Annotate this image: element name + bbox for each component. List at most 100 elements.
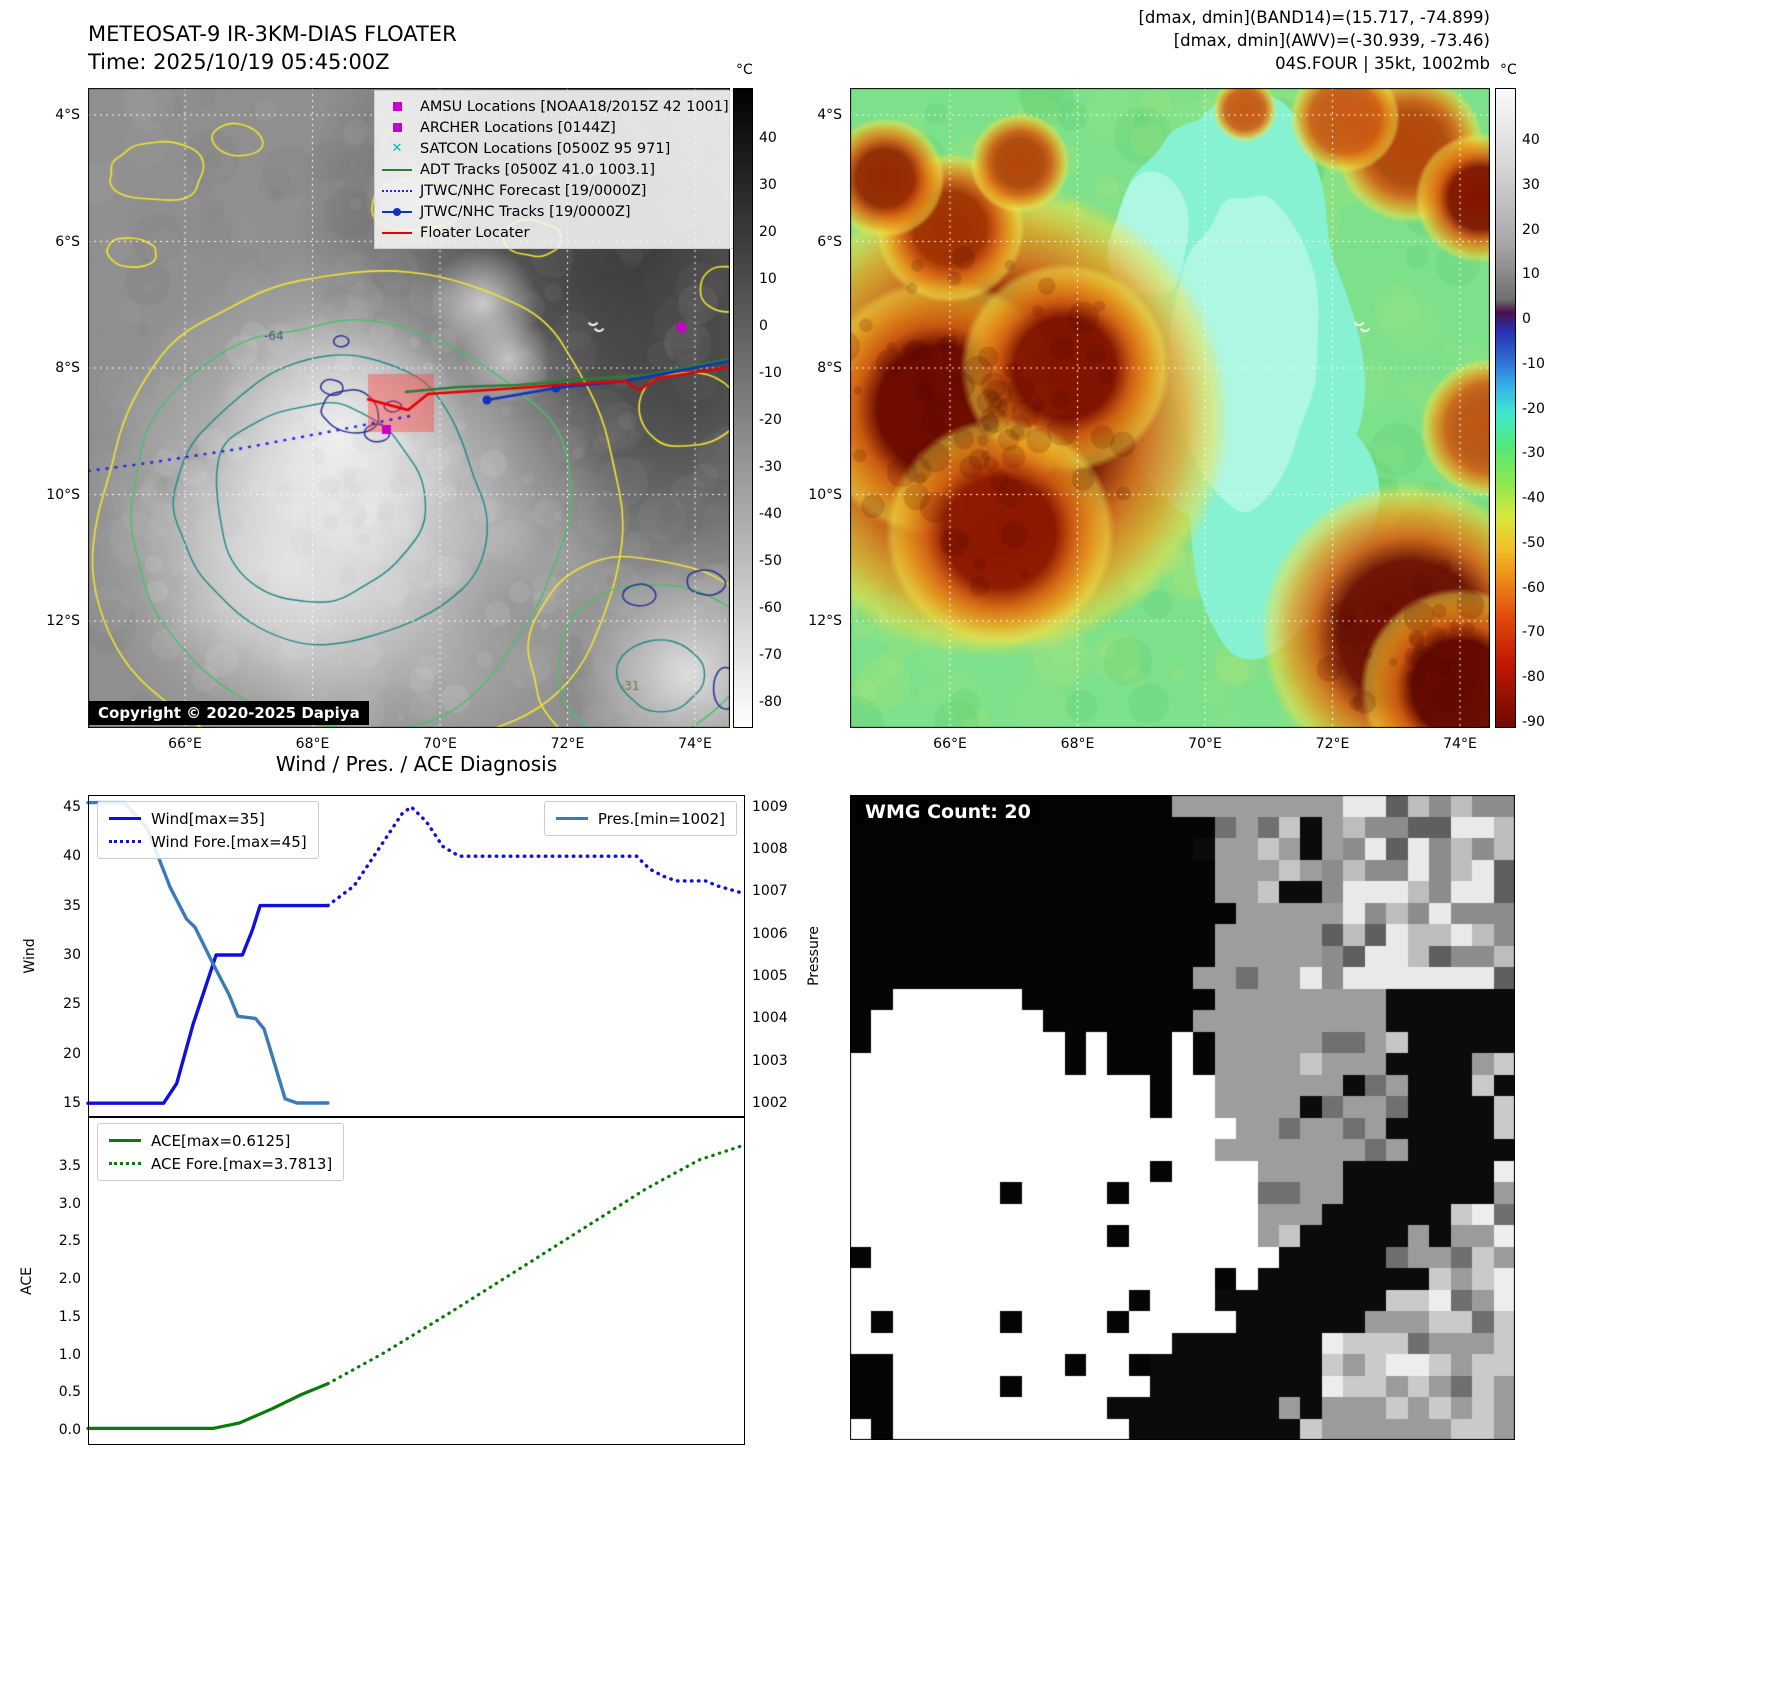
chart-frame xyxy=(88,795,745,1117)
y-axis-tick-label: 3.0 xyxy=(58,1195,81,1212)
y-axis-tick-label: 0.5 xyxy=(58,1384,81,1401)
y2-axis-tick-label: 1005 xyxy=(752,968,788,985)
legend-label: AMSU Locations [NOAA18/2015Z 42 1001] xyxy=(420,98,729,115)
lat-tick-label: 4°S xyxy=(55,107,80,123)
legend-item: Floater Locater xyxy=(382,222,729,243)
square-marker-icon xyxy=(392,123,402,132)
colorbar-tick-label: -50 xyxy=(759,553,782,569)
legend-line-marker-icon xyxy=(382,207,412,216)
legend-label: Pres.[min=1002] xyxy=(597,809,725,828)
colorbar-tick-label: -30 xyxy=(1522,445,1545,462)
legend-item: ✕ SATCON Locations [0500Z 95 971] xyxy=(382,138,729,159)
lat-tick-label: 6°S xyxy=(817,233,842,250)
lon-tick-label: 66°E xyxy=(168,736,202,752)
colorbar-tick-label: -20 xyxy=(759,412,782,428)
y-axis-tick-label: 40 xyxy=(63,848,81,865)
y-axis-tick-label: 15 xyxy=(63,1095,81,1112)
y-axis-tick-label: 1.5 xyxy=(58,1308,81,1325)
colorbar-tick-label: -10 xyxy=(759,365,782,381)
legend-item: ADT Tracks [0500Z 41.0 1003.1] xyxy=(382,159,729,180)
chart-frame xyxy=(88,1117,745,1445)
wmg-count-label: WMG Count: 20 xyxy=(856,799,1040,825)
y2-axis-tick-label: 1006 xyxy=(752,925,788,942)
y2-axis-tick-label: 1009 xyxy=(752,798,788,815)
map-legend: AMSU Locations [NOAA18/2015Z 42 1001] ARC… xyxy=(374,90,740,249)
ace-axis-label: ACE xyxy=(19,1267,35,1295)
chart-legend: ACE[max=0.6125] ACE Fore.[max=3.7813] xyxy=(97,1123,345,1181)
series-ACE Fore.[max=3.7813] xyxy=(326,1143,747,1386)
legend-label: ADT Tracks [0500Z 41.0 1003.1] xyxy=(420,161,656,178)
colorbar-tick-label: -50 xyxy=(1522,534,1545,551)
colorbar-unit-left: °C xyxy=(736,62,753,78)
lat-tick-label: 4°S xyxy=(817,107,842,123)
colorbar-tick-label: -40 xyxy=(1522,490,1545,507)
legend-label: JTWC/NHC Tracks [19/0000Z] xyxy=(420,203,631,220)
lon-tick-label: 66°E xyxy=(933,736,967,752)
lat-tick-label: 10°S xyxy=(808,486,842,503)
lon-tick-label: 74°E xyxy=(1443,736,1477,752)
legend-item: Wind[max=35] xyxy=(109,807,307,830)
colorbar-tick-label: -60 xyxy=(759,600,782,616)
y2-axis-tick-label: 1007 xyxy=(752,883,788,900)
lat-tick-label: 12°S xyxy=(808,613,842,629)
lon-tick-label: 74°E xyxy=(678,736,712,752)
line-sample-icon xyxy=(382,168,412,171)
lon-tick-label: 70°E xyxy=(423,736,457,752)
legend-label: ARCHER Locations [0144Z] xyxy=(420,119,616,136)
wmg-pixel-image xyxy=(850,795,1515,1440)
y-axis-tick-label: 1.0 xyxy=(58,1346,81,1363)
legend-line-icon xyxy=(382,231,412,234)
colorbar-tick-label: -10 xyxy=(1522,355,1545,372)
colorbar-tick-label: -30 xyxy=(759,459,782,475)
ace-chart xyxy=(86,1117,747,1445)
colorbar-tick-label: -80 xyxy=(1522,669,1545,686)
colorbar-tick-label: -40 xyxy=(759,506,782,522)
colorbar-tick-label: 30 xyxy=(1522,176,1540,193)
ir-color-map-image xyxy=(850,88,1490,728)
dmax-dmin-band14-text: [dmax, dmin](BAND14)=(15.717, -74.899) xyxy=(1138,8,1490,27)
legend-x-icon: ✕ xyxy=(391,141,403,156)
legend-line-sample-icon xyxy=(109,1162,141,1165)
y-axis-tick-label: 35 xyxy=(63,897,81,914)
lon-tick-label: 68°E xyxy=(1060,736,1095,752)
lon-tick-label: 68°E xyxy=(295,736,330,752)
lat-tick-label: 8°S xyxy=(55,360,80,376)
y-axis-tick-label: 30 xyxy=(63,947,81,963)
colorbar-tick-label: -60 xyxy=(1522,579,1545,596)
colorbar-tick-label: -70 xyxy=(1522,624,1545,641)
legend-line-icon xyxy=(382,168,412,171)
colorbar-tick-label: 30 xyxy=(759,177,777,193)
pressure-axis-label: Pressure xyxy=(806,926,822,986)
legend-item: ACE Fore.[max=3.7813] xyxy=(109,1152,332,1175)
colorbar-tick-label: 20 xyxy=(1522,221,1540,238)
copyright-badge: Copyright © 2020-2025 Dapiya xyxy=(89,701,369,725)
colorbar-tick-label: 10 xyxy=(1522,266,1540,283)
legend-label: ACE Fore.[max=3.7813] xyxy=(151,1154,333,1173)
dmax-dmin-awv-text: [dmax, dmin](AWV)=(-30.939, -73.46) xyxy=(1173,31,1490,50)
y-axis-tick-label: 3.5 xyxy=(58,1158,81,1174)
colorbar-tick-label: 40 xyxy=(1522,132,1540,148)
lat-tick-label: 12°S xyxy=(46,613,80,629)
right-panel-header: [dmax, dmin](BAND14)=(15.717, -74.899) [… xyxy=(1138,6,1490,75)
legend-item: JTWC/NHC Tracks [19/0000Z] xyxy=(382,201,729,222)
y-axis-tick-label: 2.0 xyxy=(58,1271,81,1288)
legend-item: JTWC/NHC Forecast [19/0000Z] xyxy=(382,180,729,201)
colorbar-tick-label: 20 xyxy=(759,224,777,240)
y2-axis-tick-label: 1003 xyxy=(752,1052,788,1069)
colorbar-tick-label: 0 xyxy=(759,318,768,334)
legend-item: ARCHER Locations [0144Z] xyxy=(382,117,729,138)
legend-item: AMSU Locations [NOAA18/2015Z 42 1001] xyxy=(382,96,729,117)
series-ACE[max=0.6125] xyxy=(86,1382,330,1430)
colorbar-tick-label: -80 xyxy=(759,694,782,710)
colorbar-tick-label: -70 xyxy=(759,647,782,663)
lon-tick-label: 72°E xyxy=(1315,736,1350,752)
lat-tick-label: 6°S xyxy=(55,233,80,250)
lat-tick-label: 10°S xyxy=(46,486,80,503)
y-axis-tick-label: 25 xyxy=(63,996,81,1013)
series-Wind[max=35] xyxy=(86,903,330,1105)
legend-item: Pres.[min=1002] xyxy=(555,807,725,830)
legend-line-sample-icon xyxy=(109,817,141,820)
colorbar-tick-label: -90 xyxy=(1522,714,1545,730)
legend-label: ACE[max=0.6125] xyxy=(151,1131,291,1150)
